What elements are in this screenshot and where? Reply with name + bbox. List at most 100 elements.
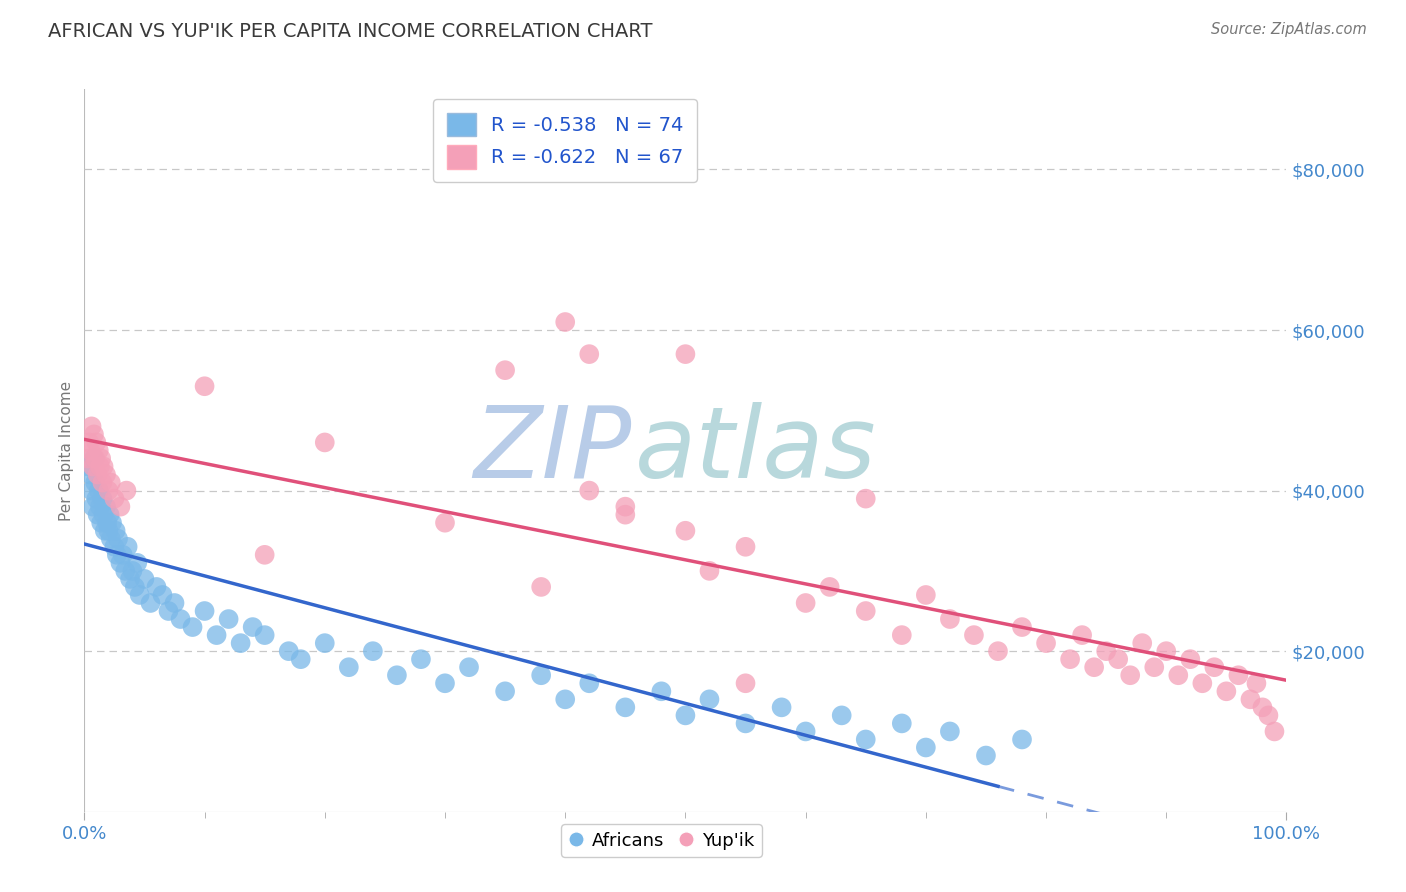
- Point: [128, 588, 150, 602]
- Point: [530, 580, 553, 594]
- Point: [855, 604, 877, 618]
- Point: [194, 604, 217, 618]
- Point: [169, 612, 191, 626]
- Point: [82, 459, 104, 474]
- Point: [79, 467, 101, 482]
- Point: [91, 491, 114, 506]
- Point: [831, 708, 853, 723]
- Point: [1239, 692, 1261, 706]
- Point: [1143, 660, 1166, 674]
- Point: [157, 604, 180, 618]
- Point: [94, 500, 117, 514]
- Point: [110, 556, 132, 570]
- Point: [890, 716, 912, 731]
- Point: [152, 588, 174, 602]
- Text: Source: ZipAtlas.com: Source: ZipAtlas.com: [1211, 22, 1367, 37]
- Point: [104, 524, 127, 538]
- Point: [77, 435, 100, 450]
- Point: [458, 660, 481, 674]
- Point: [253, 548, 276, 562]
- Point: [89, 500, 111, 514]
- Point: [97, 524, 120, 538]
- Point: [139, 596, 162, 610]
- Point: [105, 548, 128, 562]
- Point: [87, 443, 110, 458]
- Point: [650, 684, 672, 698]
- Point: [963, 628, 986, 642]
- Point: [915, 740, 938, 755]
- Point: [974, 748, 997, 763]
- Point: [494, 684, 516, 698]
- Point: [86, 508, 108, 522]
- Point: [94, 524, 117, 538]
- Point: [83, 427, 105, 442]
- Point: [434, 676, 457, 690]
- Point: [1263, 724, 1285, 739]
- Point: [1180, 652, 1202, 666]
- Point: [83, 451, 105, 466]
- Point: [1257, 708, 1279, 723]
- Point: [1191, 676, 1213, 690]
- Point: [530, 668, 553, 682]
- Point: [337, 660, 360, 674]
- Point: [855, 491, 877, 506]
- Point: [314, 636, 336, 650]
- Point: [277, 644, 299, 658]
- Point: [80, 483, 103, 498]
- Point: [91, 475, 114, 490]
- Point: [614, 500, 637, 514]
- Point: [578, 676, 600, 690]
- Text: AFRICAN VS YUP'IK PER CAPITA INCOME CORRELATION CHART: AFRICAN VS YUP'IK PER CAPITA INCOME CORR…: [48, 22, 652, 41]
- Point: [794, 596, 817, 610]
- Point: [89, 459, 111, 474]
- Point: [84, 475, 107, 490]
- Point: [124, 580, 146, 594]
- Point: [93, 508, 115, 522]
- Point: [890, 628, 912, 642]
- Point: [554, 692, 576, 706]
- Point: [86, 467, 108, 482]
- Point: [1246, 676, 1268, 690]
- Point: [939, 612, 962, 626]
- Point: [1011, 732, 1033, 747]
- Point: [1156, 644, 1178, 658]
- Point: [1215, 684, 1237, 698]
- Point: [675, 524, 697, 538]
- Point: [770, 700, 793, 714]
- Point: [290, 652, 312, 666]
- Y-axis label: Per Capita Income: Per Capita Income: [59, 380, 75, 521]
- Point: [229, 636, 252, 650]
- Point: [107, 532, 129, 546]
- Point: [80, 419, 103, 434]
- Point: [218, 612, 240, 626]
- Point: [1130, 636, 1153, 650]
- Point: [614, 508, 637, 522]
- Point: [101, 516, 124, 530]
- Point: [79, 443, 101, 458]
- Point: [90, 516, 112, 530]
- Point: [1107, 652, 1129, 666]
- Point: [578, 483, 600, 498]
- Point: [361, 644, 384, 658]
- Point: [118, 572, 141, 586]
- Point: [127, 556, 149, 570]
- Point: [1251, 700, 1274, 714]
- Point: [87, 483, 110, 498]
- Point: [699, 564, 721, 578]
- Point: [110, 500, 132, 514]
- Point: [77, 459, 100, 474]
- Point: [385, 668, 408, 682]
- Point: [915, 588, 938, 602]
- Point: [734, 716, 756, 731]
- Point: [734, 540, 756, 554]
- Point: [794, 724, 817, 739]
- Point: [115, 483, 138, 498]
- Point: [987, 644, 1010, 658]
- Point: [94, 467, 117, 482]
- Point: [578, 347, 600, 361]
- Point: [818, 580, 841, 594]
- Point: [314, 435, 336, 450]
- Point: [699, 692, 721, 706]
- Point: [1035, 636, 1057, 650]
- Point: [675, 347, 697, 361]
